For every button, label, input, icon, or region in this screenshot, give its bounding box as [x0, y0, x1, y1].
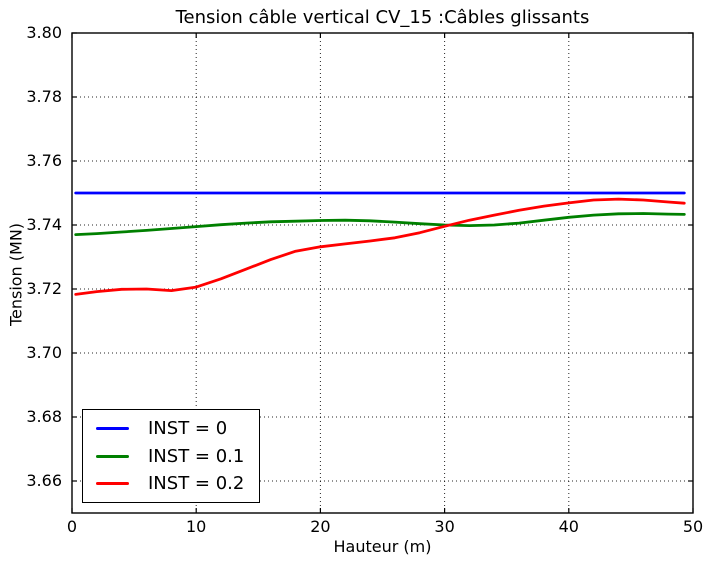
y-tick-label: 3.74 [26, 215, 62, 234]
x-axis-label: Hauteur (m) [333, 537, 432, 556]
legend-label: INST = 0.2 [148, 472, 245, 494]
legend-line-sample [96, 481, 129, 485]
legend-entry-inst-0: INST = 0 [83, 418, 259, 439]
axes-frame [71, 32, 694, 514]
x-tick-label: 10 [186, 517, 207, 536]
x-tick-label: 0 [66, 517, 78, 536]
legend-entry-inst-0-1: INST = 0.1 [83, 446, 259, 467]
legend-line-sample [96, 454, 129, 458]
y-tick-label: 3.66 [26, 471, 62, 490]
y-tick-label: 3.76 [26, 151, 62, 170]
series-line-inst-0-2 [74, 197, 686, 296]
legend-entry-inst-0-2: INST = 0.2 [83, 473, 259, 494]
y-tick-label: 3.68 [26, 407, 62, 426]
y-tick-label: 3.72 [26, 279, 62, 298]
legend-label: INST = 0.1 [148, 445, 245, 467]
series-line-inst-0-1 [74, 212, 686, 237]
legend: INST = 0 INST = 0.1 INST = 0.2 [82, 409, 260, 503]
legend-line-sample [96, 427, 129, 431]
y-tick-label: 3.78 [26, 87, 62, 106]
y-tick-label: 3.70 [26, 343, 62, 362]
chart-title: Tension câble vertical CV_15 :Câbles gli… [175, 7, 590, 28]
x-tick-label: 30 [434, 517, 455, 536]
legend-label: INST = 0 [148, 418, 228, 440]
x-tick-label: 50 [682, 517, 704, 536]
y-tick-label: 3.80 [26, 23, 62, 42]
x-tick-label: 40 [558, 517, 579, 536]
x-tick-label: 20 [310, 517, 331, 536]
